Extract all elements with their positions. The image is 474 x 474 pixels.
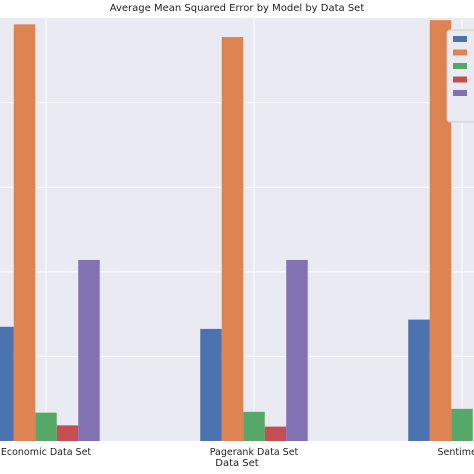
x-tick-label-0: Economic Data Set: [1, 447, 92, 458]
bar-s2-c2: [451, 408, 473, 441]
x-axis-label: Data Set: [215, 458, 259, 469]
bar-s3-c1: [264, 426, 287, 441]
bar-s0-c1: [200, 328, 222, 441]
bar-s0-c0: [0, 326, 14, 441]
bar-s4-c0: [78, 259, 100, 441]
bar-s1-c2: [429, 20, 452, 442]
bar-s3-c0: [56, 425, 79, 441]
bar-s4-c1: [286, 259, 308, 441]
legend-swatch-1: [453, 49, 467, 56]
x-tick-label-2: Sentiment: [437, 447, 474, 458]
legend-swatch-4: [453, 90, 467, 96]
bar-s2-c1: [243, 411, 265, 441]
legend-swatch-0: [453, 36, 467, 42]
bar-s1-c1: [221, 37, 244, 441]
x-tick-label-1: Pagerank Data Set: [210, 447, 299, 458]
chart-title: Average Mean Squared Error by Model by D…: [109, 3, 365, 14]
legend-box: [446, 29, 474, 123]
bar-s1-c0: [13, 24, 36, 441]
bar-s0-c2: [408, 319, 430, 441]
legend-swatch-3: [453, 76, 467, 83]
legend-swatch-2: [453, 63, 467, 69]
bar-s2-c0: [35, 412, 57, 441]
